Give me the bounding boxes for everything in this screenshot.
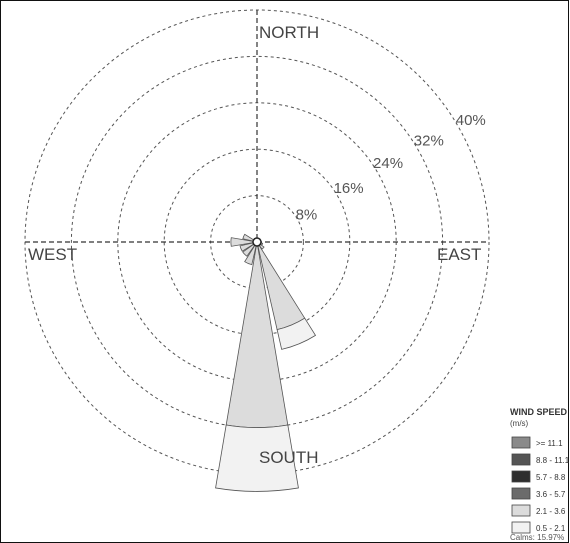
compass-south-label: SOUTH: [259, 448, 319, 467]
ring-label: 16%: [334, 180, 364, 197]
ring-label: 24%: [373, 155, 403, 172]
legend-label: 5.7 - 8.8: [536, 473, 566, 482]
ring-label-group: 8% 16% 24% 32% 40%: [296, 112, 486, 223]
center-calm-circle: [252, 237, 262, 247]
legend-swatch: [511, 521, 531, 534]
legend-swatch: [511, 470, 531, 483]
compass-east-label: EAST: [437, 245, 481, 264]
petal-225-seg-0: [242, 241, 258, 257]
ring-label: 32%: [414, 133, 444, 150]
petal-202.5-seg-0: [244, 241, 258, 266]
legend-label: 2.1 - 3.6: [536, 507, 566, 516]
compass-west-label: WEST: [28, 245, 77, 264]
legend-title: WIND SPEED: [510, 407, 568, 417]
legend-items: >= 11.1 8.8 - 11.1 5.7 - 8.8 3.6 - 5.7 2.1 -…: [511, 436, 570, 534]
petal-180-seg-1: [215, 424, 299, 492]
legend-swatch: [511, 453, 531, 466]
legend-label: 0.5 - 2.1: [536, 524, 566, 533]
legend-unit: (m/s): [510, 419, 529, 428]
legend-swatch: [511, 436, 531, 449]
ring-label: 40%: [456, 112, 486, 129]
petal-247.5-seg-0: [239, 241, 258, 252]
legend-label: 3.6 - 5.7: [536, 490, 566, 499]
legend-swatch: [511, 487, 531, 500]
petal-157.5-seg-1: [276, 317, 317, 350]
compass-north-label: NORTH: [259, 23, 319, 42]
ring-label: 8%: [296, 206, 318, 223]
legend-label: >= 11.1: [536, 439, 563, 448]
legend-label: 8.8 - 11.1: [536, 456, 570, 465]
petal-270-seg-0: [230, 237, 258, 247]
legend: WIND SPEED (m/s) >= 11.1 8.8 - 11.1 5.7 - …: [510, 407, 570, 542]
calms-label: Calms: 15.97%: [510, 533, 564, 542]
petal-group: [215, 233, 317, 492]
legend-swatch: [511, 504, 531, 517]
